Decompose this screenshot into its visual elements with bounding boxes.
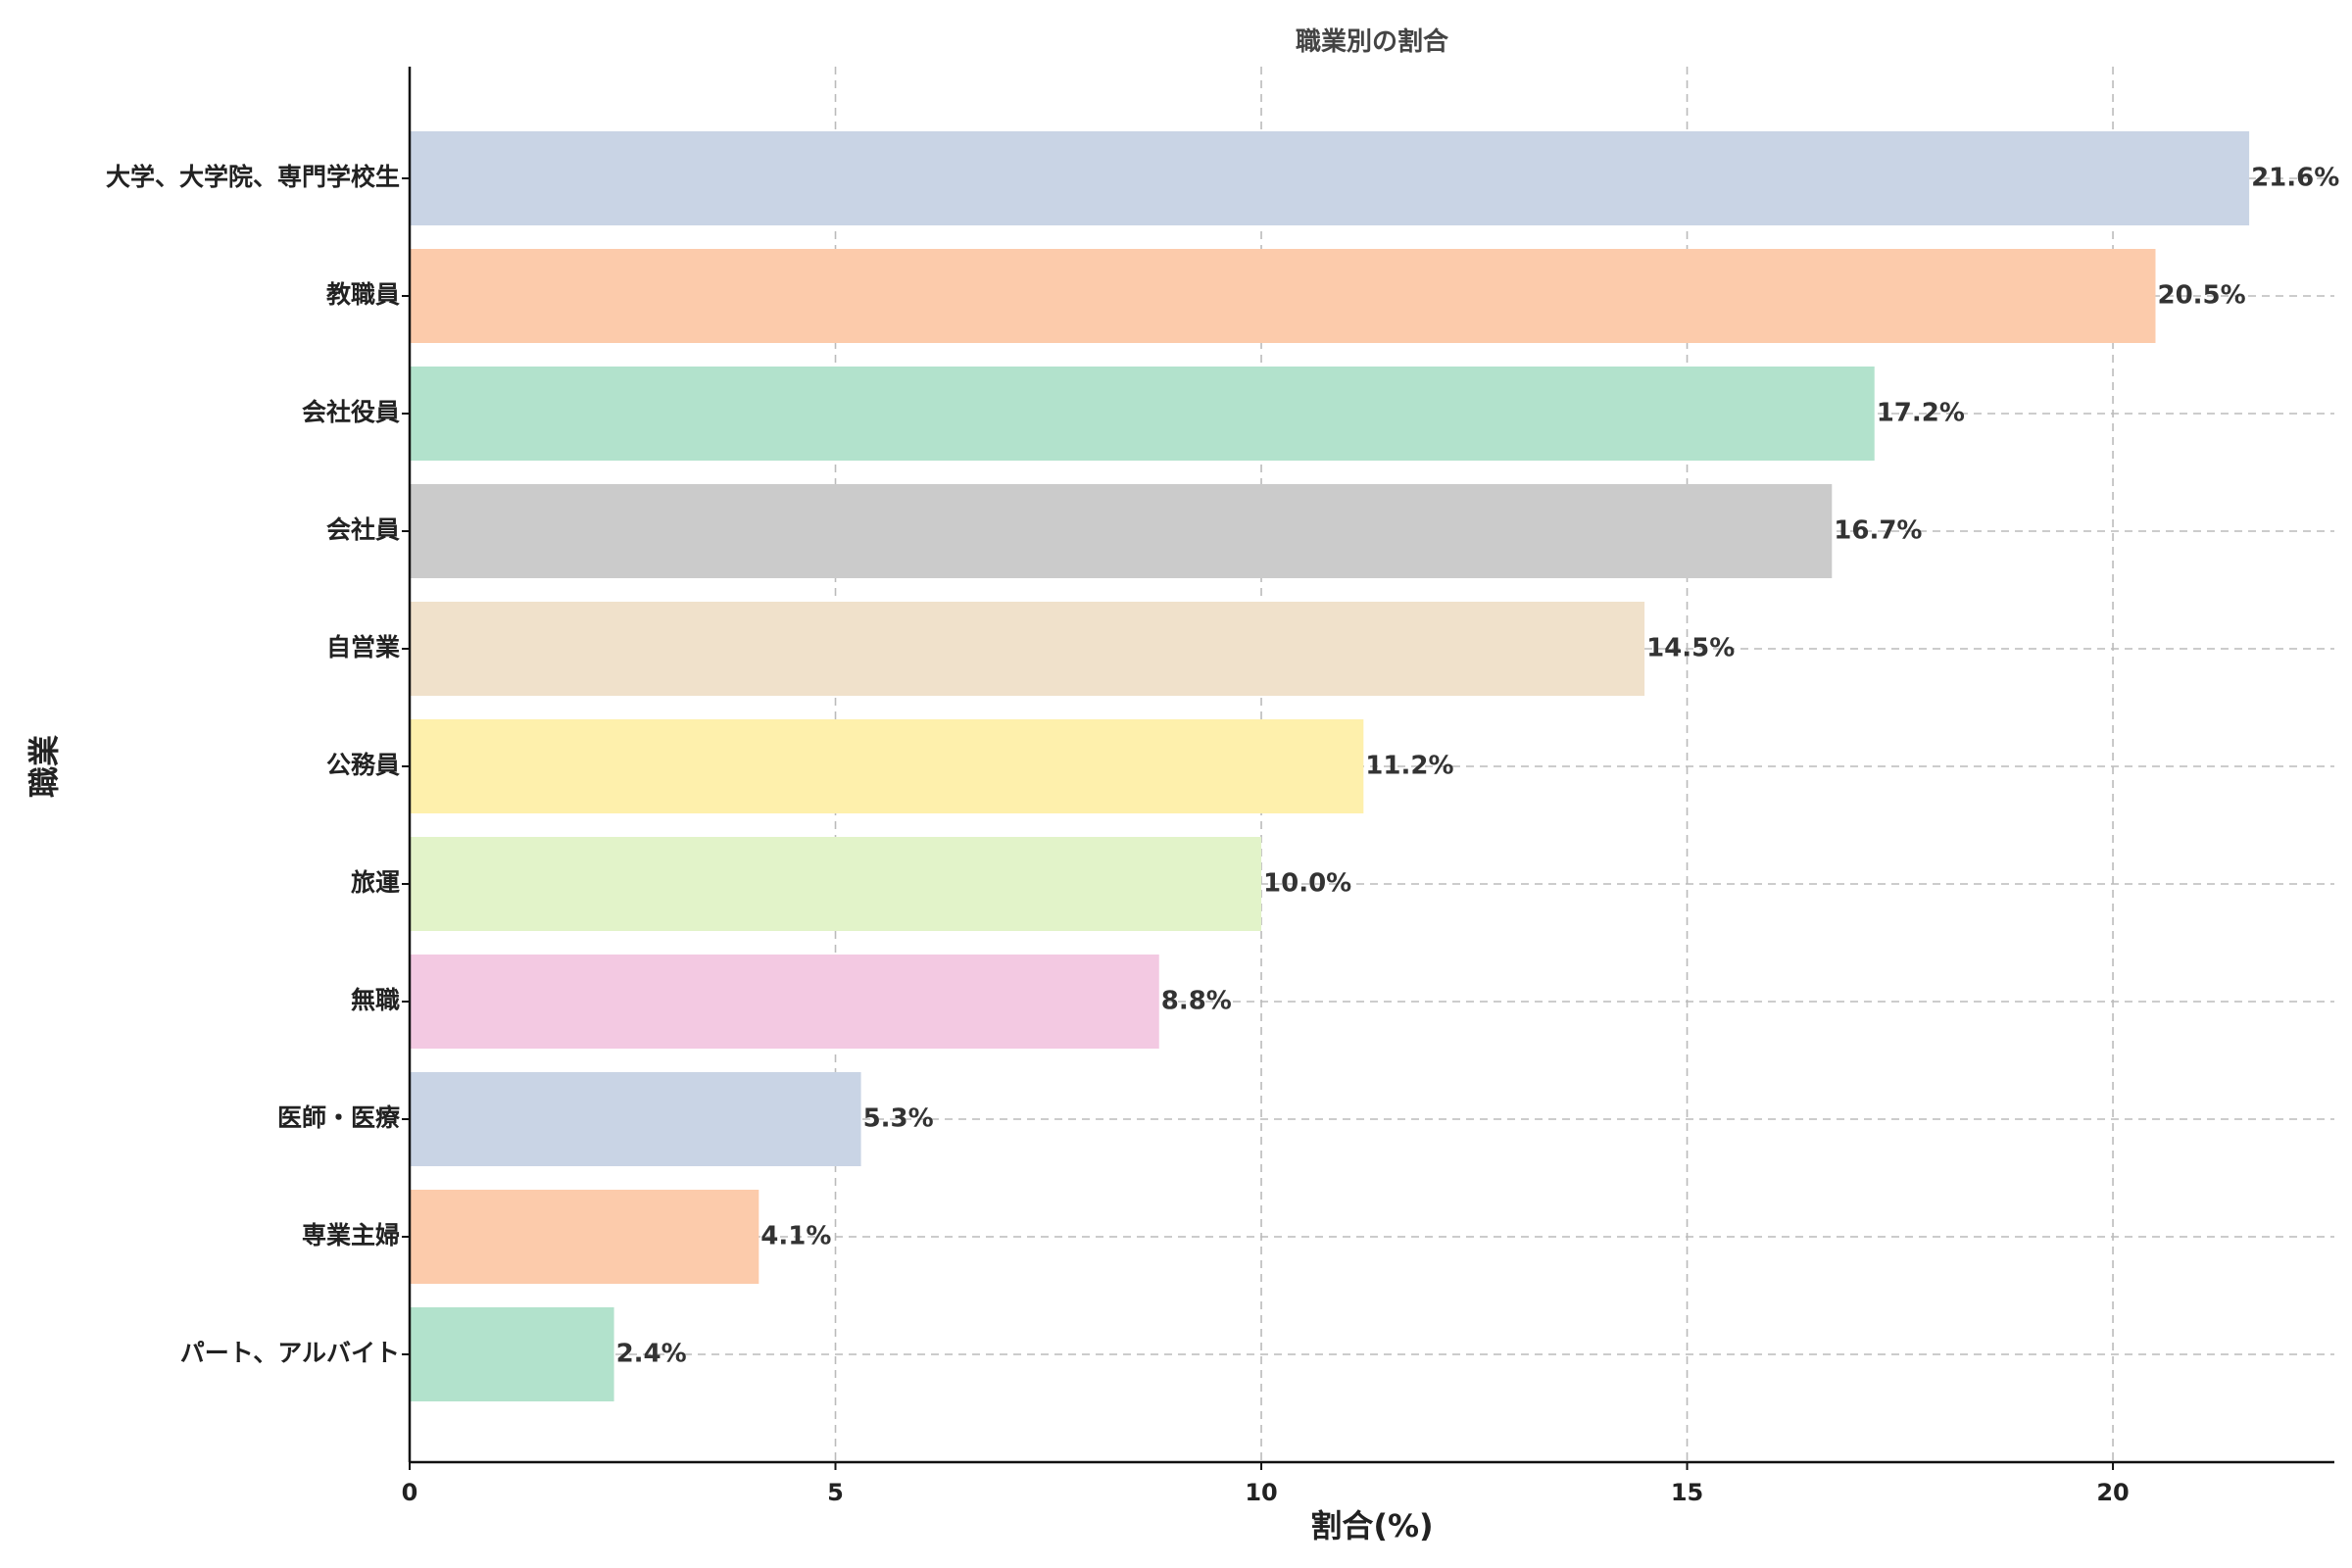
bar	[410, 249, 2156, 343]
bar	[410, 1190, 760, 1284]
bar-layer	[410, 131, 2250, 1401]
y-axis-title: 職業	[25, 735, 63, 798]
y-tick-label: 無職	[351, 986, 400, 1014]
x-tick-label: 20	[2096, 1479, 2129, 1506]
bar-value-label: 5.3%	[863, 1104, 934, 1134]
axis-layer: 0 5 10 15 20 大学、大学院、専門学校生教職員会社役員会社員自営業公務員旅運無職…	[106, 67, 2334, 1506]
bar-value-label: 16.7%	[1834, 516, 1922, 546]
y-tick-label: パート、アルバイト	[180, 1339, 400, 1367]
bar	[410, 367, 1875, 461]
y-tick-label: 会社員	[326, 515, 400, 544]
bar-value-label: 17.2%	[1877, 399, 1965, 428]
x-tick-label: 15	[1671, 1479, 1703, 1506]
chart-title: 職業別の割合	[1296, 26, 1449, 57]
bar-value-label: 2.4%	[616, 1340, 687, 1369]
y-tick-label: 旅運	[351, 868, 400, 897]
x-tick-label: 0	[402, 1479, 418, 1506]
x-axis-title: 割合(%)	[1310, 1507, 1433, 1544]
bar-value-label: 20.5%	[2158, 281, 2246, 311]
bar	[410, 719, 1364, 813]
bar	[410, 1307, 614, 1401]
y-tick-label: 専業主婦	[302, 1221, 400, 1250]
y-tick-label: 自営業	[326, 633, 400, 662]
bar-value-label: 14.5%	[1646, 634, 1735, 663]
y-tick-label: 公務員	[326, 751, 400, 779]
bar	[410, 955, 1159, 1049]
y-tick-label: 大学、大学院、専門学校生	[106, 163, 400, 191]
bar	[410, 1072, 861, 1166]
bar	[410, 837, 1262, 931]
bar	[410, 131, 2250, 225]
y-tick-label: 医師・医療	[277, 1103, 400, 1132]
bar-value-label: 21.6%	[2251, 164, 2339, 193]
bar-value-label: 10.0%	[1263, 869, 1351, 899]
x-tick-label: 5	[827, 1479, 844, 1506]
x-tick-label: 10	[1245, 1479, 1277, 1506]
bar	[410, 484, 1833, 578]
bar-value-label: 4.1%	[760, 1222, 831, 1251]
label-layer: 21.6% 20.5% 17.2% 16.7% 14.5% 11.2% 10.0% 8.8% 5…	[616, 164, 2340, 1369]
bar	[410, 602, 1645, 696]
bar-value-label: 11.2%	[1365, 752, 1453, 781]
y-tick-label: 会社役員	[302, 398, 400, 426]
y-tick-label: 教職員	[326, 280, 400, 309]
bar-value-label: 8.8%	[1161, 987, 1232, 1016]
